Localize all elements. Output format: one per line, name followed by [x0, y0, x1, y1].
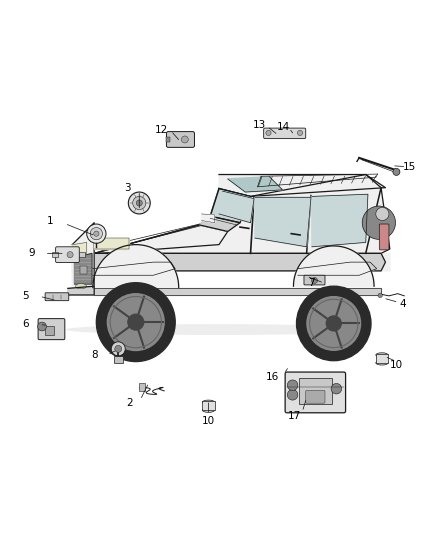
Ellipse shape [76, 284, 86, 289]
FancyBboxPatch shape [45, 293, 69, 301]
Circle shape [87, 224, 106, 243]
Text: 4: 4 [399, 298, 406, 309]
Circle shape [115, 345, 122, 352]
Circle shape [287, 390, 298, 400]
Circle shape [67, 252, 73, 258]
Circle shape [378, 293, 382, 297]
Circle shape [96, 282, 175, 361]
Circle shape [326, 316, 341, 331]
Polygon shape [72, 253, 390, 273]
Bar [80, 266, 87, 274]
Polygon shape [94, 253, 385, 271]
Bar [114, 356, 123, 363]
Ellipse shape [202, 400, 215, 405]
Polygon shape [255, 197, 311, 247]
Circle shape [327, 317, 340, 330]
Polygon shape [210, 189, 251, 223]
Circle shape [297, 286, 371, 361]
Bar [45, 326, 54, 335]
Circle shape [331, 383, 342, 394]
Polygon shape [73, 243, 87, 253]
Bar [52, 253, 58, 257]
Text: 12: 12 [155, 125, 168, 135]
Polygon shape [74, 253, 92, 284]
Circle shape [287, 380, 298, 391]
Circle shape [128, 192, 150, 214]
Ellipse shape [376, 361, 388, 365]
Polygon shape [219, 174, 385, 197]
Circle shape [297, 130, 303, 135]
Bar [202, 401, 215, 410]
Text: 10: 10 [390, 360, 403, 370]
Circle shape [307, 297, 360, 350]
Polygon shape [201, 214, 215, 223]
Polygon shape [93, 245, 179, 287]
FancyBboxPatch shape [285, 372, 346, 413]
Bar [299, 378, 332, 405]
Bar [166, 137, 170, 142]
Polygon shape [219, 191, 254, 223]
Polygon shape [85, 225, 228, 253]
Polygon shape [199, 216, 240, 231]
Text: 16: 16 [266, 372, 279, 382]
Bar [79, 253, 85, 257]
Circle shape [133, 197, 146, 209]
Polygon shape [298, 262, 377, 275]
Circle shape [266, 130, 271, 135]
Polygon shape [72, 223, 94, 293]
FancyBboxPatch shape [306, 391, 325, 403]
Circle shape [90, 228, 102, 240]
Circle shape [38, 322, 46, 331]
FancyBboxPatch shape [379, 224, 389, 250]
Text: 2: 2 [126, 398, 133, 408]
Text: 8: 8 [91, 350, 98, 360]
Text: 9: 9 [28, 248, 35, 259]
Polygon shape [92, 262, 175, 275]
FancyBboxPatch shape [166, 132, 194, 147]
Polygon shape [293, 246, 374, 286]
Text: 10: 10 [202, 416, 215, 426]
Text: 5: 5 [22, 291, 29, 301]
FancyBboxPatch shape [56, 247, 79, 263]
Text: 14: 14 [276, 122, 290, 132]
Polygon shape [94, 288, 381, 295]
Text: 7: 7 [307, 278, 314, 288]
Polygon shape [68, 286, 94, 295]
Polygon shape [312, 194, 368, 247]
Circle shape [129, 315, 143, 329]
Bar [376, 354, 388, 363]
Text: 17: 17 [288, 411, 301, 421]
Circle shape [181, 136, 188, 143]
Polygon shape [94, 174, 390, 253]
Circle shape [393, 168, 400, 175]
Text: 1: 1 [47, 215, 54, 225]
Circle shape [136, 200, 142, 206]
Circle shape [362, 206, 396, 239]
Bar [139, 383, 145, 391]
Circle shape [107, 294, 164, 351]
Polygon shape [94, 238, 129, 249]
Text: 3: 3 [124, 183, 131, 192]
Ellipse shape [376, 353, 388, 357]
FancyBboxPatch shape [38, 319, 65, 340]
Circle shape [376, 207, 389, 221]
Circle shape [128, 314, 144, 330]
Text: 15: 15 [403, 161, 416, 172]
FancyBboxPatch shape [304, 275, 325, 285]
Ellipse shape [202, 408, 215, 413]
Text: 6: 6 [22, 319, 29, 329]
Text: 13: 13 [253, 119, 266, 130]
Ellipse shape [66, 324, 372, 335]
Circle shape [111, 342, 125, 356]
Polygon shape [228, 177, 283, 192]
Circle shape [94, 231, 99, 236]
Circle shape [311, 278, 318, 284]
FancyBboxPatch shape [264, 128, 306, 139]
